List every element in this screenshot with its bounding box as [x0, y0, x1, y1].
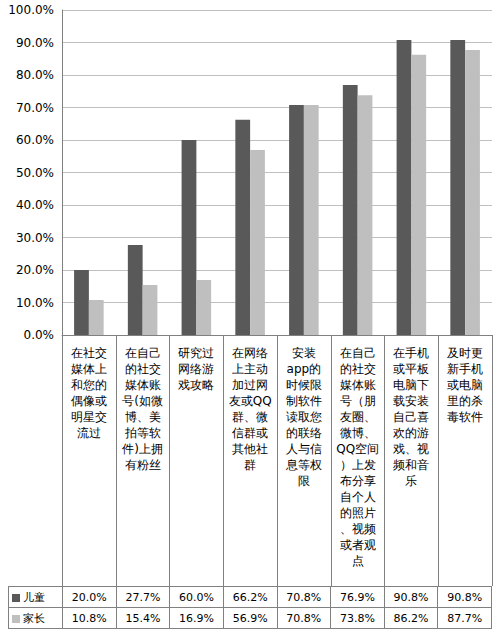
svg-text:号（朋: 号（朋	[340, 394, 376, 408]
svg-text:流过: 流过	[77, 426, 101, 440]
svg-text:乐: 乐	[405, 474, 417, 488]
svg-text:载安装: 载安装	[393, 394, 429, 408]
svg-text:60.0%: 60.0%	[16, 133, 54, 147]
svg-text:人与信: 人与信	[286, 442, 322, 456]
svg-text:在网络: 在网络	[232, 346, 268, 360]
svg-text:自个人: 自个人	[340, 490, 376, 504]
svg-text:80.0%: 80.0%	[16, 68, 54, 82]
svg-text:和您的: 和您的	[71, 378, 107, 392]
svg-text:、视频: 、视频	[340, 522, 376, 536]
svg-text:时候限: 时候限	[286, 378, 322, 392]
svg-text:戏、视: 戏、视	[393, 442, 429, 456]
svg-text:30.0%: 30.0%	[16, 231, 54, 245]
svg-text:群、微: 群、微	[232, 410, 268, 424]
svg-text:欢的游: 欢的游	[393, 426, 429, 440]
svg-text:布分享: 布分享	[340, 474, 376, 488]
html-text:20.0%: 20.0%	[71, 590, 107, 604]
svg-text:安装: 安装	[292, 346, 316, 360]
svg-text:信群或: 信群或	[232, 426, 268, 440]
svg-text:50.0%: 50.0%	[16, 166, 54, 180]
html-text:86.2%: 86.2%	[393, 611, 429, 625]
html-text:66.2%: 66.2%	[232, 590, 268, 604]
svg-text:限: 限	[298, 474, 310, 488]
svg-text:及时更: 及时更	[447, 346, 483, 360]
svg-text:友圈、: 友圈、	[340, 410, 376, 424]
html-text:家长: 家长	[23, 611, 45, 625]
svg-text:制软件: 制软件	[286, 394, 322, 408]
svg-text:群: 群	[244, 458, 256, 472]
html-text:16.9%: 16.9%	[179, 611, 214, 625]
svg-text:20.0%: 20.0%	[16, 263, 54, 277]
svg-text:QQ空间: QQ空间	[336, 442, 379, 456]
html-text:27.7%: 27.7%	[125, 590, 161, 604]
svg-text:友或QQ: 友或QQ	[229, 394, 272, 408]
svg-text:的社交: 的社交	[340, 362, 376, 376]
svg-text:拍等软: 拍等软	[124, 426, 161, 440]
svg-text:点: 点	[352, 554, 364, 568]
svg-text:毒软件: 毒软件	[447, 410, 483, 424]
svg-text:10.0%: 10.0%	[16, 296, 54, 310]
svg-text:研究过: 研究过	[178, 346, 214, 360]
svg-text:电脑下: 电脑下	[393, 378, 429, 392]
svg-text:媒体账: 媒体账	[125, 378, 161, 392]
html-text:90.8%: 90.8%	[393, 590, 429, 604]
svg-text:40.0%: 40.0%	[16, 198, 54, 212]
html-text:15.4%: 15.4%	[125, 611, 161, 625]
svg-text:或平板: 或平板	[393, 362, 429, 376]
svg-text:其他社: 其他社	[232, 442, 268, 456]
svg-text:app的: app的	[287, 362, 322, 376]
svg-text:在社交: 在社交	[71, 346, 107, 360]
svg-text:90.0%: 90.0%	[16, 36, 54, 50]
html-text:10.8%: 10.8%	[71, 611, 107, 625]
svg-text:网络游: 网络游	[178, 362, 214, 376]
svg-text:号(如微: 号(如微	[122, 394, 163, 408]
svg-text:里的杀: 里的杀	[447, 394, 483, 408]
svg-text:读取您: 读取您	[286, 410, 322, 424]
html-text:73.8%: 73.8%	[340, 611, 375, 625]
svg-text:的照片: 的照片	[340, 506, 376, 520]
svg-text:在手机: 在手机	[393, 346, 429, 360]
html-text:76.9%: 76.9%	[340, 590, 375, 604]
svg-text:或电脑: 或电脑	[447, 378, 483, 392]
svg-text:媒体上: 媒体上	[71, 362, 107, 376]
html-text:60.0%: 60.0%	[179, 590, 214, 604]
html-text:儿童: 儿童	[23, 590, 45, 604]
svg-text:或者观: 或者观	[340, 538, 376, 552]
html-text:87.7%: 87.7%	[447, 611, 483, 625]
svg-text:新手机: 新手机	[447, 362, 483, 376]
svg-text:70.0%: 70.0%	[16, 101, 54, 115]
svg-text:媒体账: 媒体账	[340, 378, 376, 392]
svg-text:在自己: 在自己	[125, 346, 161, 360]
svg-text:在自己: 在自己	[340, 346, 376, 360]
svg-text:有粉丝: 有粉丝	[125, 458, 161, 472]
svg-text:偶像或: 偶像或	[71, 394, 107, 408]
svg-text:戏攻略: 戏攻略	[178, 378, 214, 392]
svg-text:100.0%: 100.0%	[8, 3, 54, 17]
svg-text:的联络: 的联络	[286, 426, 322, 440]
svg-text:频和音: 频和音	[393, 458, 429, 472]
svg-text:息等权: 息等权	[285, 458, 322, 472]
svg-text:上主动: 上主动	[232, 362, 268, 376]
html-text:56.9%: 56.9%	[232, 611, 268, 625]
svg-text:）上发: ）上发	[340, 458, 376, 472]
svg-text:明星交: 明星交	[71, 410, 107, 424]
html-text:70.8%: 70.8%	[286, 590, 322, 604]
svg-text:微博、: 微博、	[340, 426, 376, 440]
svg-text:0.0%: 0.0%	[24, 328, 55, 342]
svg-text:自己喜: 自己喜	[393, 410, 429, 424]
html-text:70.8%: 70.8%	[286, 611, 322, 625]
svg-text:加过网: 加过网	[232, 378, 268, 392]
svg-text:的社交: 的社交	[125, 362, 161, 376]
svg-text:件)上拥: 件)上拥	[122, 442, 163, 456]
html-text:90.8%: 90.8%	[447, 590, 483, 604]
svg-text:博、美: 博、美	[125, 410, 161, 424]
